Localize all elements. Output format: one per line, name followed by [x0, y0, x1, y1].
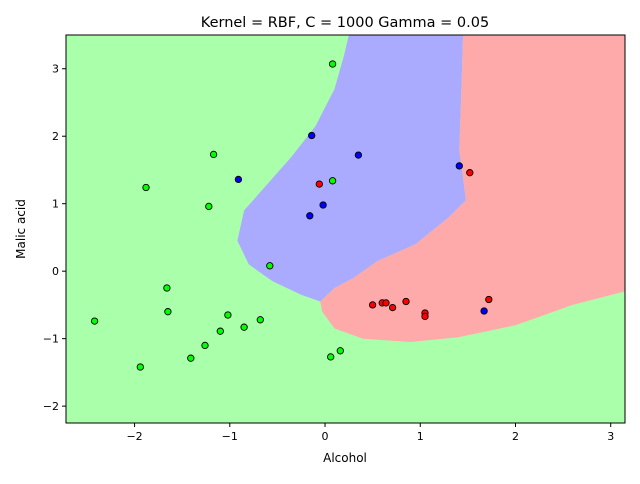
plot-frame — [65, 34, 626, 424]
point-red — [368, 301, 377, 309]
point-green — [256, 316, 264, 324]
point-green — [136, 363, 144, 371]
point-green — [216, 327, 224, 335]
y-tick-label: −1 — [43, 333, 59, 346]
y-tick-label: 2 — [52, 130, 59, 143]
point-green — [90, 317, 99, 325]
y-tick-label: −2 — [43, 400, 59, 413]
point-green — [224, 311, 232, 319]
x-tick-label: −2 — [126, 430, 142, 443]
point-red — [485, 295, 493, 304]
point-blue — [319, 201, 327, 209]
x-tick-label: 3 — [607, 430, 614, 443]
point-green — [164, 308, 172, 316]
point-green — [142, 183, 150, 192]
point-green — [205, 202, 213, 211]
x-axis-label: Alcohol — [323, 451, 367, 465]
x-axis: −2 −1 0 1 2 3 — [126, 423, 614, 443]
y-tick-label: 3 — [52, 63, 59, 76]
point-blue — [354, 151, 363, 159]
point-green — [266, 262, 274, 270]
x-tick-label: 1 — [417, 430, 424, 443]
x-tick-label: 2 — [512, 430, 519, 443]
point-green — [328, 60, 337, 68]
point-blue — [308, 131, 316, 140]
point-red — [402, 297, 410, 306]
point-green — [336, 347, 344, 355]
point-green — [201, 341, 209, 350]
point-green — [240, 323, 248, 331]
y-axis-label: Malic acid — [14, 199, 28, 259]
point-blue — [234, 175, 243, 184]
plot-area — [66, 35, 625, 423]
point-green — [163, 284, 171, 292]
y-tick-label: 0 — [52, 265, 59, 278]
point-blue — [306, 212, 314, 220]
point-blue — [480, 307, 488, 315]
region-red — [320, 35, 625, 342]
x-tick-label: −1 — [222, 430, 238, 443]
x-tick-label: 0 — [322, 430, 329, 443]
point-red — [466, 169, 474, 177]
point-blue — [455, 162, 463, 170]
point-red — [315, 180, 323, 188]
y-axis: −2 −1 0 1 2 3 — [43, 63, 66, 413]
chart-title: Kernel = RBF, C = 1000 Gamma = 0.05 — [201, 15, 489, 31]
point-red — [421, 312, 429, 321]
point-red — [382, 299, 390, 307]
y-tick-label: 1 — [52, 198, 59, 211]
point-green — [209, 150, 218, 159]
point-green — [187, 354, 195, 362]
region-blue — [237, 35, 466, 302]
point-green — [327, 353, 335, 361]
point-green — [328, 177, 337, 185]
point-red — [388, 303, 397, 312]
